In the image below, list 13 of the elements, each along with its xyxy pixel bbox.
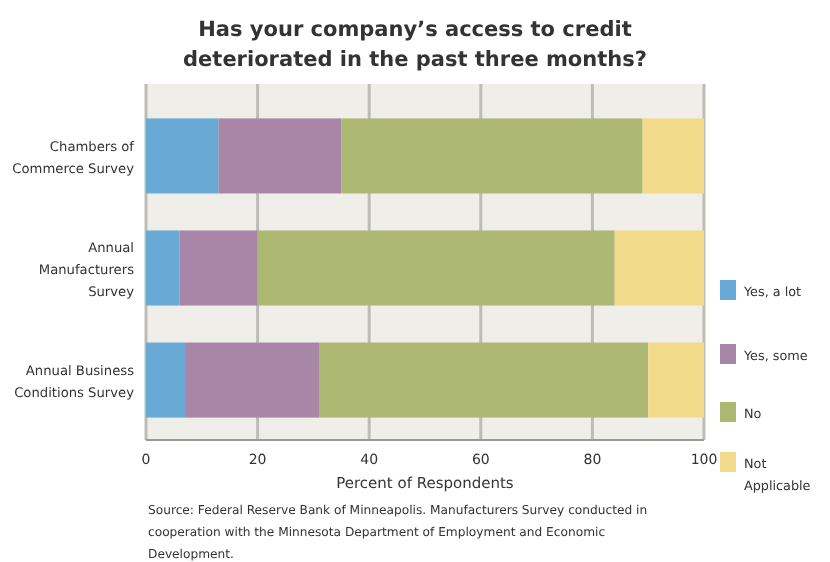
- bar: [257, 230, 615, 306]
- bar: [642, 118, 704, 194]
- chart-title: Has your company’s access to credit deteriorated in the past three months?: [183, 18, 647, 72]
- bar: [648, 342, 704, 418]
- bar: [218, 118, 342, 194]
- bar: [318, 342, 649, 418]
- bar: [185, 342, 319, 418]
- bar: [146, 342, 186, 418]
- bar: [341, 118, 643, 194]
- bar: [146, 230, 180, 306]
- bar: [614, 230, 704, 306]
- bar: [179, 230, 258, 306]
- bar: [146, 118, 219, 194]
